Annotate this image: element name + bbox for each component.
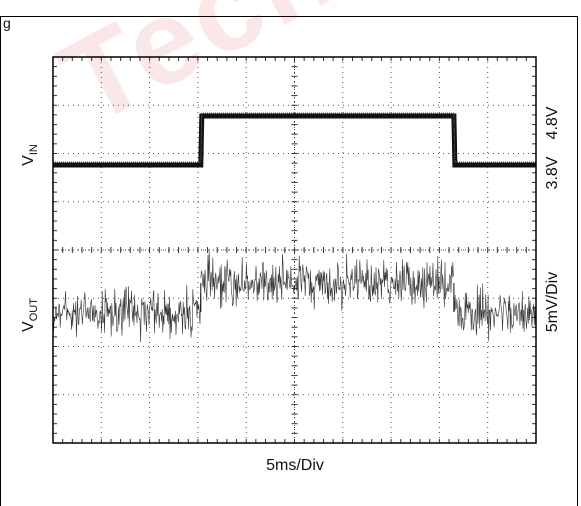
- vin-label: VIN: [20, 144, 40, 166]
- vin-trace-noise: [53, 112, 536, 163]
- svg-text:VOUT: VOUT: [20, 298, 40, 332]
- figure-label: g: [3, 15, 11, 31]
- vin-low-scale-label: 3.8V: [544, 156, 561, 189]
- vout-scale-label: 5mV/Div: [544, 272, 561, 332]
- vin-high-scale-label: 4.8V: [544, 106, 561, 139]
- traces: [52, 112, 536, 343]
- vout-trace-segment: [52, 284, 201, 343]
- vout-label: VOUT: [20, 298, 40, 332]
- vin-trace: [53, 113, 536, 168]
- figure-frame: g: [0, 15, 578, 506]
- x-axis-label: 5ms/Div: [266, 457, 324, 474]
- vout-trace-segment: [453, 283, 536, 342]
- plot-border: [52, 56, 537, 444]
- vout-trace-segment: [200, 250, 454, 311]
- svg-text:VIN: VIN: [20, 144, 40, 166]
